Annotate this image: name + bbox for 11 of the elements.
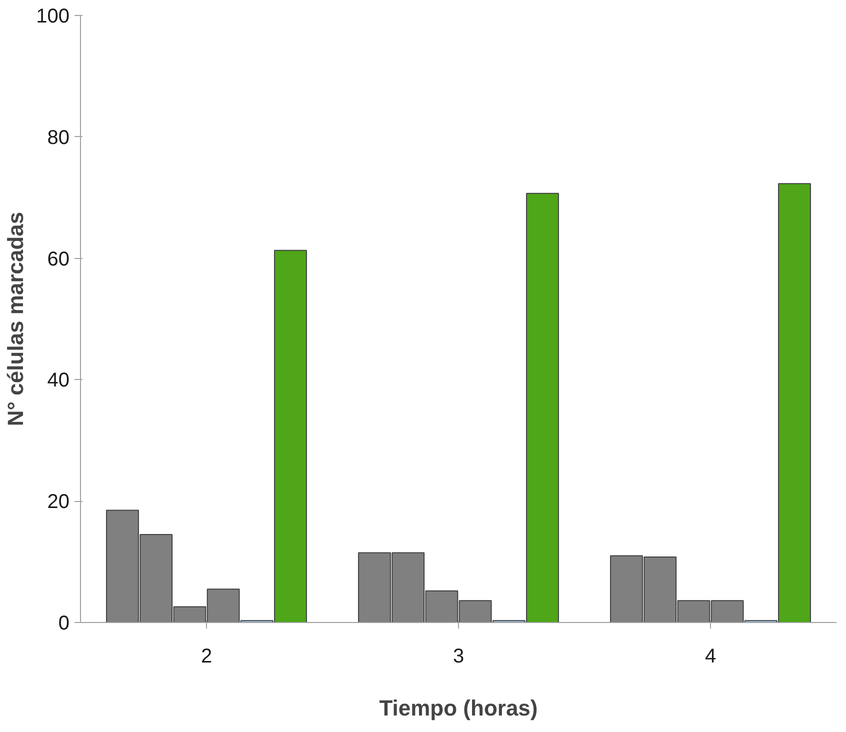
y-tick-label: 80 xyxy=(47,126,70,149)
y-tick-label: 60 xyxy=(47,248,70,270)
y-tick-label: 100 xyxy=(36,6,70,28)
y-tick-label: 40 xyxy=(47,370,70,392)
x-tick-label: 3 xyxy=(452,646,464,668)
y-tick-label: 20 xyxy=(47,491,70,514)
y-tick-label: 0 xyxy=(58,612,70,634)
y-axis-title: N° células marcadas xyxy=(3,212,28,426)
x-tick-label: 2 xyxy=(200,646,212,668)
x-axis-title: Tiempo (horas) xyxy=(379,696,538,720)
x-tick-label: 4 xyxy=(704,646,716,668)
